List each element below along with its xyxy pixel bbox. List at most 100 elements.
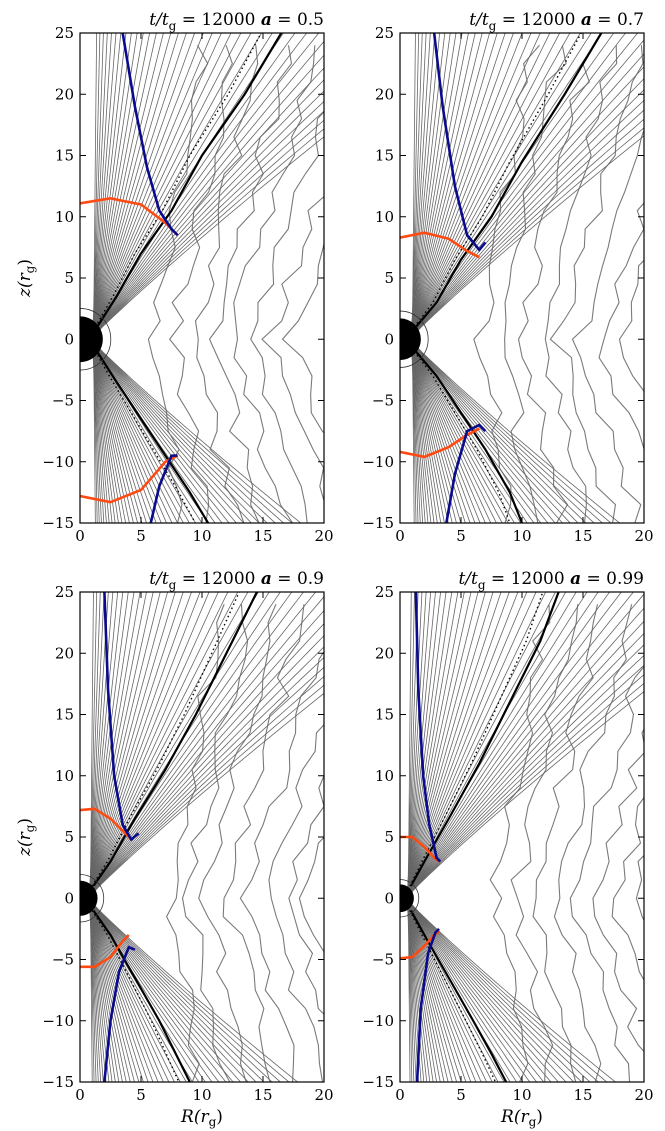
field-line	[412, 89, 644, 336]
field-line	[406, 901, 434, 1082]
field-line	[92, 342, 179, 523]
field-line	[411, 33, 571, 336]
plot-area	[400, 592, 644, 1082]
panel-title: t/tg = 12000 a = 0.7	[469, 10, 644, 33]
title-spin-label: a	[261, 569, 272, 589]
y-tick-label: 0	[384, 889, 394, 907]
contour-line	[208, 45, 293, 523]
title-spin-value: = 0.9	[272, 569, 324, 589]
field-line	[410, 33, 490, 336]
dotted-boundary-upper	[409, 592, 544, 887]
field-line	[407, 592, 528, 895]
field-line	[410, 33, 416, 336]
field-line	[410, 342, 424, 523]
x-axis-label: R(rg)	[500, 1107, 543, 1129]
field-line	[89, 901, 159, 1082]
y-label-main: z(r	[15, 831, 35, 857]
y-tick-label: 10	[55, 767, 74, 785]
field-line	[89, 901, 127, 1082]
contour-line	[233, 45, 316, 523]
x-tick-label: 20	[314, 1086, 333, 1104]
x-tick-label: 0	[395, 1086, 405, 1104]
field-line	[412, 342, 587, 523]
black-hole	[80, 880, 98, 916]
field-line	[407, 901, 458, 1082]
field-line	[410, 33, 483, 336]
field-line	[90, 901, 290, 1082]
y-tick-label: 15	[375, 147, 394, 165]
field-line	[410, 33, 423, 336]
field-line	[93, 128, 324, 336]
jet-boundary-lower	[92, 909, 191, 1082]
y-axis-label: z(rg)	[15, 818, 37, 857]
field-line	[409, 901, 617, 1082]
y-tick-label: 0	[384, 330, 394, 348]
field-line	[411, 342, 476, 523]
field-line	[406, 901, 425, 1082]
contour-line	[571, 128, 644, 523]
panel-title: t/tg = 12000 a = 0.9	[149, 569, 324, 592]
contour-line	[198, 604, 277, 1082]
field-line	[408, 620, 644, 895]
blue-curve-upper	[432, 33, 487, 252]
field-line	[408, 901, 518, 1082]
blue-curve-lower	[149, 454, 178, 523]
dotted-boundary-lower	[409, 910, 497, 1082]
jet-boundary-lower	[96, 350, 210, 523]
field-line	[89, 901, 181, 1082]
field-line	[90, 684, 324, 895]
field-line	[88, 901, 120, 1082]
field-line	[406, 592, 447, 895]
contour-line	[592, 728, 644, 1053]
field-line	[88, 901, 116, 1082]
field-line	[411, 342, 481, 523]
field-line	[409, 691, 644, 895]
title-spin-label: a	[570, 569, 581, 589]
field-line	[91, 342, 119, 523]
black-hole	[400, 318, 421, 361]
field-line	[411, 342, 497, 523]
field-line	[90, 596, 324, 895]
contour-line	[261, 195, 324, 503]
field-line	[92, 342, 197, 523]
field-line	[92, 33, 222, 336]
x-tick-label: 5	[136, 1086, 146, 1104]
axes-frame	[79, 591, 325, 1083]
title-time-sub: g	[169, 578, 177, 592]
field-line	[90, 646, 324, 895]
field-line	[89, 901, 149, 1082]
field-line	[408, 901, 567, 1082]
field-line	[90, 901, 227, 1082]
y-tick-label: −15	[362, 1073, 394, 1091]
field-line	[407, 901, 488, 1082]
field-line	[407, 592, 502, 895]
y-tick-label: 15	[375, 706, 394, 724]
y-tick-label: 10	[55, 208, 74, 226]
field-line	[91, 33, 196, 336]
field-line	[408, 901, 559, 1082]
field-line	[88, 901, 113, 1082]
contour-line	[598, 202, 644, 451]
field-line	[407, 901, 449, 1082]
field-line	[410, 342, 426, 523]
field-line	[408, 654, 644, 895]
field-line	[410, 342, 432, 523]
title-time: t/t	[149, 10, 169, 30]
field-line	[91, 342, 116, 523]
field-line	[93, 342, 260, 523]
title-time-sub: g	[489, 19, 497, 33]
field-line	[410, 33, 514, 336]
field-line	[91, 342, 139, 523]
field-line	[406, 592, 423, 895]
x-label-main: R(r	[180, 1107, 209, 1127]
field-line	[410, 342, 438, 523]
field-line	[91, 342, 130, 523]
dotted-boundary-upper	[91, 592, 240, 887]
x-tick-label: 10	[192, 527, 211, 545]
field-line	[410, 33, 451, 336]
y-tick-label: 20	[375, 85, 394, 103]
field-line	[90, 901, 257, 1082]
field-line	[408, 592, 634, 895]
